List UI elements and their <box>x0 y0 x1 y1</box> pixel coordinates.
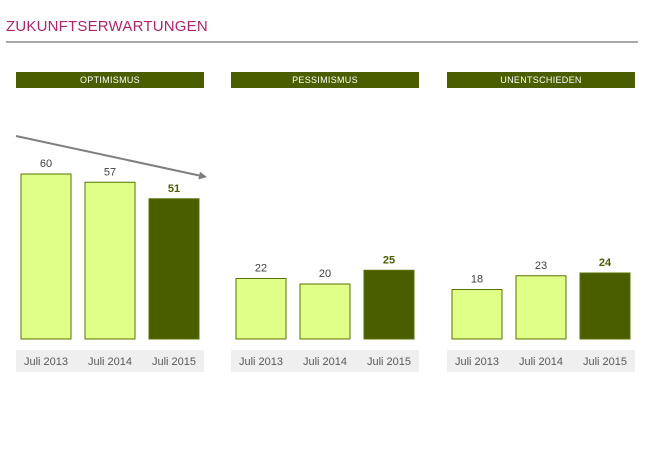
axis-band-unentschieden <box>447 350 635 372</box>
tick-label-unentschieden-1: Juli 2013 <box>455 356 499 368</box>
bar-optimismus-2 <box>84 181 136 340</box>
data-label-unentschieden-2: 23 <box>535 260 547 272</box>
axis-band-optimismus <box>16 350 204 372</box>
data-label-unentschieden-1: 18 <box>471 274 483 286</box>
tick-label-pessimismus-2: Juli 2014 <box>303 356 347 368</box>
trend-arrow <box>15 135 207 180</box>
axis-band-pessimismus <box>231 350 419 372</box>
panel-header-optimismus: OPTIMISMUS <box>16 72 204 88</box>
bar-unentschieden-2 <box>515 275 567 340</box>
bar-unentschieden-1 <box>451 289 503 340</box>
panel-header-pessimismus: PESSIMISMUS <box>231 72 419 88</box>
title-divider <box>6 41 638 43</box>
data-label-optimismus-2: 57 <box>104 166 116 178</box>
bar-optimismus-1 <box>20 173 72 340</box>
tick-label-pessimismus-1: Juli 2013 <box>239 356 283 368</box>
data-label-optimismus-1: 60 <box>40 158 52 170</box>
data-label-pessimismus-1: 22 <box>255 263 267 275</box>
bar-unentschieden-3 <box>579 272 631 340</box>
panel-header-unentschieden: UNENTSCHIEDEN <box>447 72 635 88</box>
tick-label-pessimismus-3: Juli 2015 <box>367 356 411 368</box>
tick-label-optimismus-1: Juli 2013 <box>24 356 68 368</box>
bar-pessimismus-2 <box>299 283 351 340</box>
tick-label-optimismus-3: Juli 2015 <box>152 356 196 368</box>
tick-label-unentschieden-3: Juli 2015 <box>583 356 627 368</box>
bar-optimismus-3 <box>148 198 200 340</box>
data-label-optimismus-3: 51 <box>168 183 180 195</box>
data-label-pessimismus-3: 25 <box>383 254 395 266</box>
data-label-pessimismus-2: 20 <box>319 268 331 280</box>
tick-label-unentschieden-2: Juli 2014 <box>519 356 563 368</box>
bar-pessimismus-3 <box>363 269 415 340</box>
tick-label-optimismus-2: Juli 2014 <box>88 356 132 368</box>
page-title: ZUKUNFTSERWARTUNGEN <box>6 18 208 35</box>
data-label-unentschieden-3: 24 <box>599 257 612 269</box>
bar-pessimismus-1 <box>235 278 287 340</box>
